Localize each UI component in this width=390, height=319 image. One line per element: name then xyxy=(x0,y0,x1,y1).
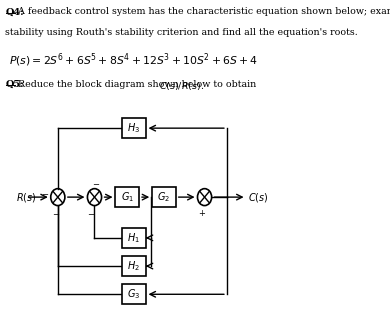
Text: $-$: $-$ xyxy=(41,189,50,197)
Text: A feedback control system has the characteristic equation shown below; examine i: A feedback control system has the charac… xyxy=(15,7,390,17)
Text: $C(s)$: $C(s)$ xyxy=(248,191,268,204)
Text: $-$: $-$ xyxy=(51,208,60,217)
Text: $C(s)/R(s)$.: $C(s)/R(s)$. xyxy=(159,79,204,92)
Text: $G_1$: $G_1$ xyxy=(121,190,134,204)
Text: $H_2$: $H_2$ xyxy=(128,259,140,273)
Text: $+$: $+$ xyxy=(199,208,206,218)
FancyBboxPatch shape xyxy=(122,284,145,304)
FancyBboxPatch shape xyxy=(115,187,139,207)
Text: $P(s) = 2S^6 + 6S^5 + 8S^4 + 12S^3 + 10S^2 + 6S + 4$: $P(s) = 2S^6 + 6S^5 + 8S^4 + 12S^3 + 10S… xyxy=(9,51,258,69)
FancyBboxPatch shape xyxy=(152,187,176,207)
Text: Q5:: Q5: xyxy=(5,79,24,89)
Text: $R(s)$: $R(s)$ xyxy=(16,191,36,204)
Text: $-$: $-$ xyxy=(87,208,95,217)
Text: $H_1$: $H_1$ xyxy=(128,231,140,245)
Text: $H_3$: $H_3$ xyxy=(127,121,140,135)
Text: Q4:: Q4: xyxy=(5,7,24,17)
Text: stability using Routh's stability criterion and find all the equation's roots.: stability using Routh's stability criter… xyxy=(5,28,358,37)
Text: $G_3$: $G_3$ xyxy=(127,287,140,301)
FancyBboxPatch shape xyxy=(122,228,145,248)
FancyBboxPatch shape xyxy=(122,256,145,276)
FancyBboxPatch shape xyxy=(122,118,145,138)
Text: Reduce the block diagram shown below to obtain: Reduce the block diagram shown below to … xyxy=(15,79,260,89)
Text: $G_2$: $G_2$ xyxy=(158,190,170,204)
Text: $-$: $-$ xyxy=(92,178,100,187)
